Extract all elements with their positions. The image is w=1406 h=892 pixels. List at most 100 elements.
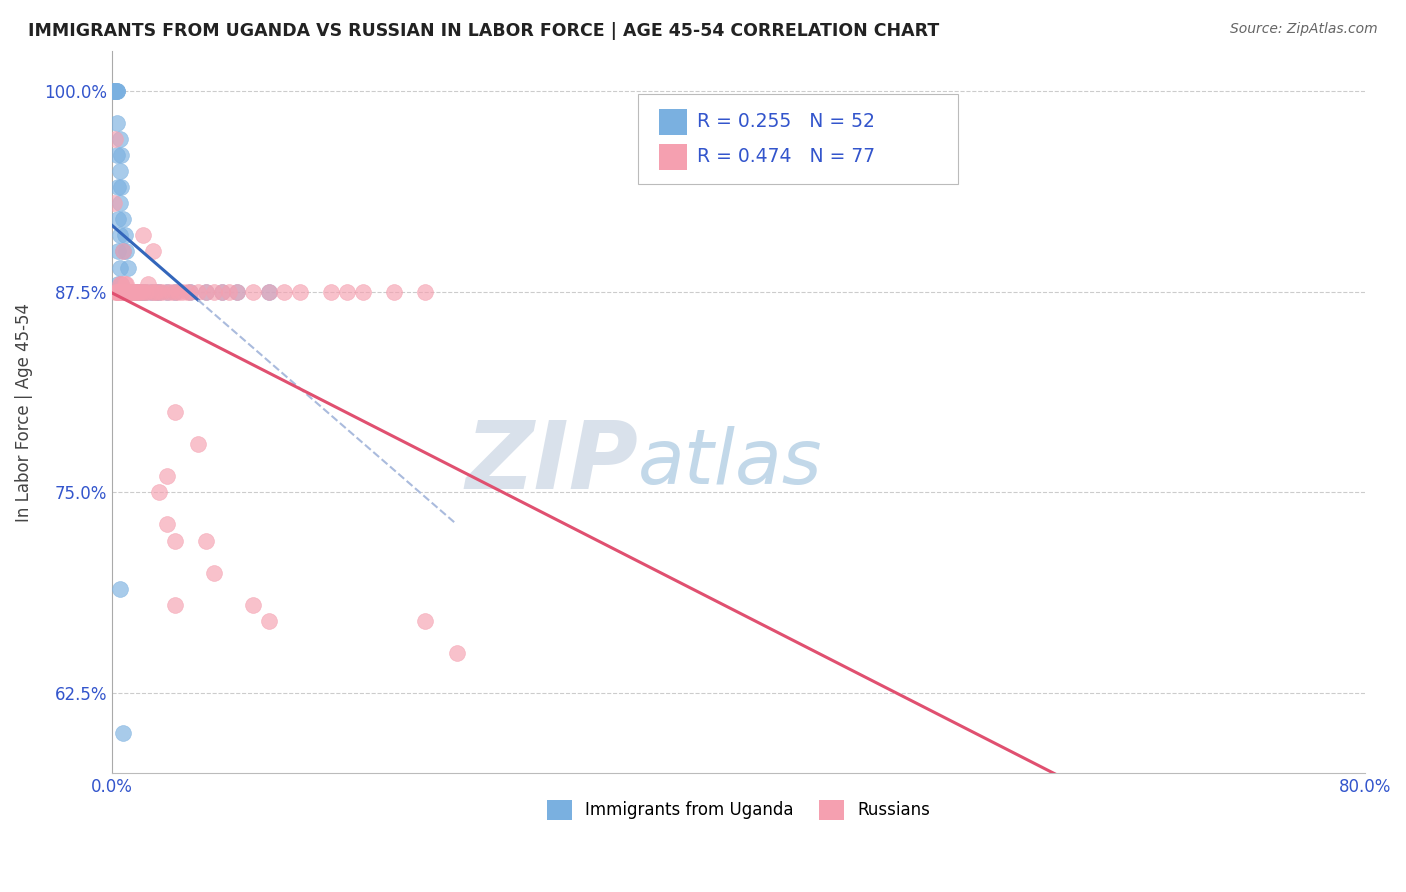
Point <box>111 244 134 259</box>
Point <box>352 285 374 299</box>
Point <box>413 285 436 299</box>
Point <box>179 285 201 299</box>
Point <box>110 277 132 291</box>
Point <box>111 244 134 259</box>
Point <box>108 196 131 211</box>
Point <box>446 646 468 660</box>
Point <box>163 405 186 419</box>
Point <box>179 285 201 299</box>
Point <box>156 285 179 299</box>
Point <box>132 228 155 243</box>
Point <box>104 285 127 299</box>
Point <box>110 285 132 299</box>
Point <box>226 285 249 299</box>
Text: atlas: atlas <box>638 425 823 500</box>
Y-axis label: In Labor Force | Age 45-54: In Labor Force | Age 45-54 <box>15 302 32 522</box>
Point <box>121 285 143 299</box>
Point <box>160 285 183 299</box>
Point <box>118 285 141 299</box>
Point <box>108 164 131 178</box>
Point <box>257 285 280 299</box>
Point <box>105 148 128 162</box>
Point <box>115 285 138 299</box>
Point <box>242 285 264 299</box>
Point <box>242 598 264 612</box>
Point <box>107 285 129 299</box>
Point <box>118 285 141 299</box>
Point <box>117 285 139 299</box>
Point <box>132 285 155 299</box>
Point <box>108 285 131 299</box>
Point <box>122 285 145 299</box>
Point <box>176 285 198 299</box>
Point <box>108 260 131 275</box>
Point <box>163 533 186 548</box>
Point <box>129 285 152 299</box>
Point <box>156 517 179 532</box>
Point <box>107 180 129 194</box>
Point <box>166 285 188 299</box>
Point <box>110 148 132 162</box>
Point <box>218 285 240 299</box>
Point <box>111 726 134 740</box>
Point <box>125 285 148 299</box>
Text: R = 0.474   N = 77: R = 0.474 N = 77 <box>697 147 875 167</box>
Point <box>135 285 157 299</box>
Point <box>150 285 173 299</box>
Point <box>121 285 143 299</box>
Point <box>148 285 170 299</box>
Point <box>107 244 129 259</box>
Point <box>110 277 132 291</box>
Point <box>336 285 359 299</box>
Point <box>114 228 136 243</box>
Point <box>105 84 128 98</box>
Point <box>194 285 217 299</box>
Point <box>117 260 139 275</box>
Point <box>105 285 128 299</box>
Point <box>120 285 142 299</box>
Point <box>413 614 436 628</box>
Point <box>211 285 233 299</box>
Point <box>108 228 131 243</box>
Point <box>226 285 249 299</box>
Point <box>115 285 138 299</box>
Point <box>117 285 139 299</box>
Point <box>136 277 159 291</box>
Point <box>145 285 167 299</box>
Text: ZIP: ZIP <box>465 417 638 508</box>
Point <box>110 180 132 194</box>
Point <box>111 285 134 299</box>
Point <box>143 285 166 299</box>
Point <box>139 285 162 299</box>
Point <box>114 277 136 291</box>
Point <box>187 285 209 299</box>
Point <box>128 285 150 299</box>
Point <box>124 285 146 299</box>
Point <box>103 84 125 98</box>
Point <box>202 566 225 580</box>
Point <box>288 285 311 299</box>
Point <box>139 285 162 299</box>
Text: IMMIGRANTS FROM UGANDA VS RUSSIAN IN LABOR FORCE | AGE 45-54 CORRELATION CHART: IMMIGRANTS FROM UGANDA VS RUSSIAN IN LAB… <box>28 22 939 40</box>
Point <box>124 285 146 299</box>
Point <box>135 285 157 299</box>
Point <box>163 285 186 299</box>
Point <box>124 285 146 299</box>
Point <box>108 285 131 299</box>
Point <box>120 285 142 299</box>
Point <box>105 116 128 130</box>
Point <box>103 84 125 98</box>
Point <box>382 285 405 299</box>
Point <box>134 285 156 299</box>
Bar <box>659 109 688 136</box>
Point <box>107 212 129 227</box>
Point <box>156 285 179 299</box>
Text: R = 0.255   N = 52: R = 0.255 N = 52 <box>697 112 875 131</box>
Point <box>115 277 138 291</box>
Point <box>111 212 134 227</box>
Point <box>257 614 280 628</box>
Point <box>148 285 170 299</box>
Point <box>108 582 131 596</box>
Point <box>122 285 145 299</box>
Point <box>120 285 142 299</box>
